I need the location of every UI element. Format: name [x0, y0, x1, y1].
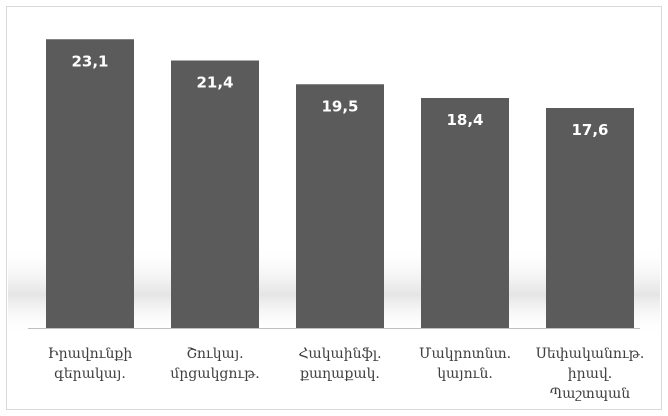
category-label-2-line-2: մրցակցութ.: [170, 366, 259, 382]
bar-4: [421, 98, 509, 328]
category-label-4-line-1: Մակրոտնտ.: [419, 346, 511, 362]
bar-value-label-4: 18,4: [446, 111, 483, 129]
value-labels-group: 23,1 21,4 19,5 18,4 17,6: [71, 52, 608, 139]
category-label-1-line-1: Իրավունքի: [48, 346, 133, 362]
category-label-1-line-2: գերակայ.: [54, 366, 126, 382]
bars-group: [46, 39, 634, 328]
bar-1: [46, 39, 134, 328]
category-label-5-line-2: իրավ.: [568, 366, 612, 382]
category-labels-group: Իրավունքի գերակայ. Շուկայ. մրցակցութ. Հակաին…: [48, 346, 645, 402]
category-label-3-line-1: Հակաինֆլ.: [298, 346, 381, 362]
category-label-5-line-1: Սեփականութ.: [536, 346, 645, 362]
category-label-5-line-3: Պաշտպան: [550, 386, 630, 402]
bar-value-label-2: 21,4: [196, 74, 233, 92]
category-label-3-line-2: քաղաքակ.: [300, 366, 380, 382]
category-label-4-line-2: կայուն.: [437, 366, 493, 382]
category-label-2-line-1: Շուկայ.: [186, 346, 243, 362]
bar-5: [546, 108, 634, 328]
bar-2: [171, 60, 259, 328]
bar-value-label-1: 23,1: [71, 52, 108, 70]
bar-value-label-5: 17,6: [571, 121, 608, 139]
bar-value-label-3: 19,5: [321, 97, 358, 115]
bar-3: [296, 84, 384, 328]
